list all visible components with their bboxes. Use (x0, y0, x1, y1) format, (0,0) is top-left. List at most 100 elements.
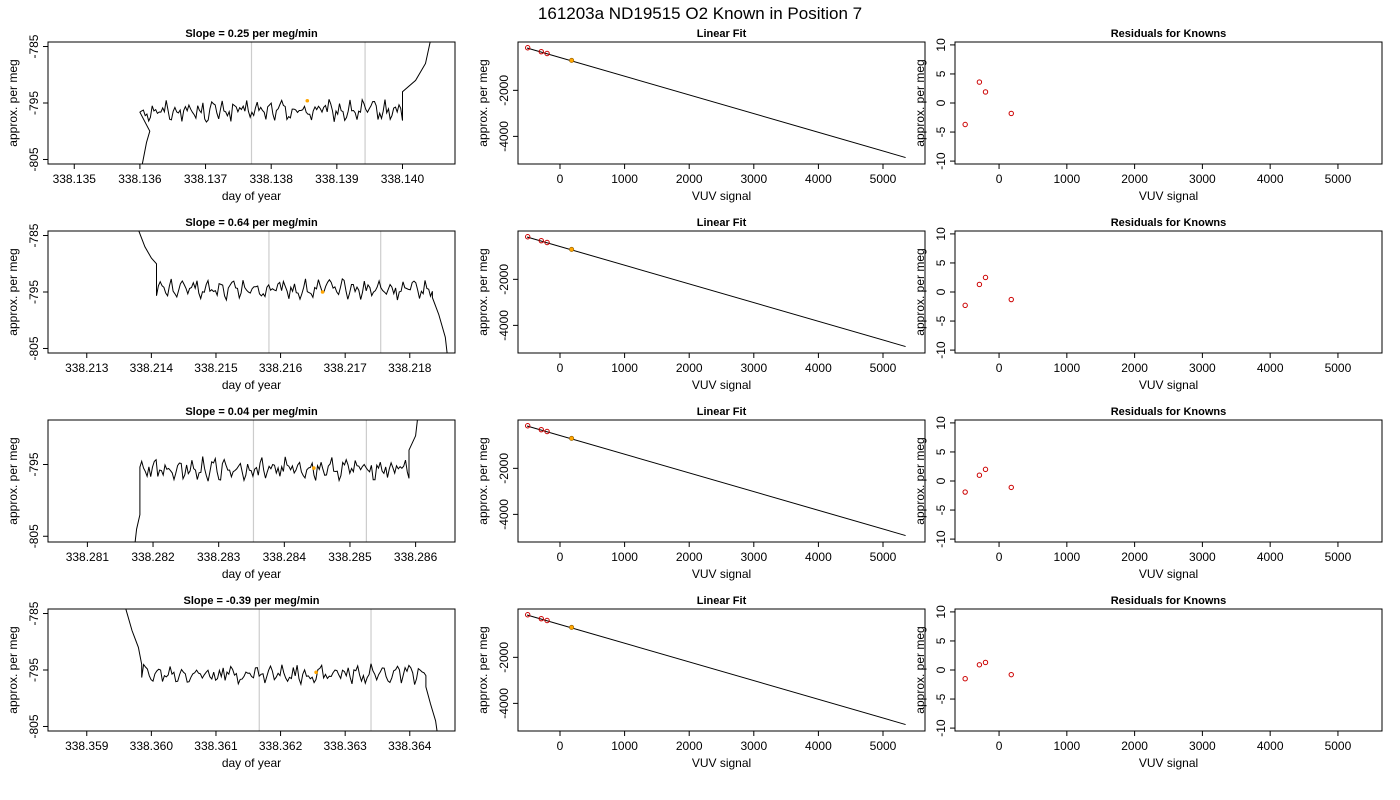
panel-4-2: Linear Fit VUV signal approx. per meg 0 1000… (476, 595, 926, 770)
x-tick-label: 0 (557, 361, 564, 375)
panel-3-3: Residuals for Knowns VUV signal approx. pe… (913, 406, 1383, 581)
y-tick-label: 0 (934, 666, 948, 673)
known-point (962, 302, 968, 309)
y-tick-label: 0 (934, 477, 948, 484)
plot-area (125, 609, 438, 731)
panel-4-3: Residuals for Knowns VUV signal approx. pe… (913, 595, 1383, 770)
x-tick-label: 0 (996, 739, 1003, 753)
y-tick-label: -795 (27, 658, 41, 682)
y-axis-label: approx. per meg (6, 59, 20, 146)
x-tick-label: 3000 (740, 361, 767, 375)
highlight-point (320, 290, 325, 294)
x-tick-label: 338.218 (388, 361, 432, 375)
highlight-point (569, 624, 575, 630)
x-tick-label: 338.213 (65, 361, 109, 375)
known-point (976, 79, 983, 85)
y-axis-label: approx. per meg (6, 437, 20, 524)
known-point (524, 234, 531, 240)
x-tick-label: 2000 (676, 550, 703, 564)
y-tick-label: 10 (934, 227, 948, 241)
x-tick-label: 5000 (1325, 361, 1352, 375)
plot-frame (954, 608, 1383, 732)
x-tick-label: 4000 (805, 739, 832, 753)
x-tick-label: 2000 (1121, 739, 1148, 753)
x-tick-label: 3000 (740, 550, 767, 564)
x-tick-label: 3000 (1189, 739, 1216, 753)
y-tick-label: -795 (27, 91, 41, 115)
known-point (982, 659, 989, 666)
panel-title: Slope = -0.39 per meg/min (183, 595, 319, 607)
x-tick-label: 338.360 (130, 739, 174, 753)
y-tick-label: -10 (934, 530, 948, 548)
y-axis-label: approx. per meg (6, 248, 20, 335)
x-axis-label: day of year (222, 189, 281, 203)
y-tick-label: -805 (27, 714, 41, 738)
x-axis-label: VUV signal (692, 756, 751, 770)
x-axis-label: day of year (222, 378, 281, 392)
x-tick-label: 338.284 (263, 550, 307, 564)
x-tick-label: 1000 (1053, 739, 1080, 753)
fit-line (526, 47, 906, 159)
known-point (962, 121, 968, 128)
panel-grid: Slope = 0.25 per meg/min day of year appro… (6, 28, 1383, 770)
known-point (976, 281, 983, 288)
y-tick-label: 5 (934, 70, 948, 77)
known-point (538, 48, 544, 55)
known-point (962, 676, 968, 682)
plot-area (134, 420, 418, 542)
plot-area (524, 234, 906, 348)
known-point (544, 428, 550, 435)
panel-title: Residuals for Knowns (1111, 217, 1227, 229)
trace-line (125, 609, 438, 731)
x-tick-label: 1000 (1053, 172, 1080, 186)
x-tick-label: 338.286 (394, 550, 438, 564)
x-tick-label: 338.217 (323, 361, 367, 375)
x-tick-label: 1000 (611, 550, 638, 564)
x-tick-label: 338.362 (259, 739, 303, 753)
x-tick-label: 4000 (805, 172, 832, 186)
fit-line (526, 236, 906, 348)
y-axis-label: approx. per meg (476, 626, 490, 713)
x-tick-label: 1000 (611, 739, 638, 753)
panel-title: Linear Fit (697, 28, 747, 40)
panel-title: Residuals for Knowns (1111, 406, 1227, 418)
y-tick-label: 10 (934, 38, 948, 52)
plot-frame (517, 419, 926, 543)
x-tick-label: 338.135 (53, 172, 97, 186)
x-tick-label: 338.214 (130, 361, 174, 375)
y-axis-label: approx. per meg (913, 248, 927, 335)
x-tick-label: 5000 (870, 550, 897, 564)
x-axis-label: VUV signal (692, 378, 751, 392)
y-tick-label: -4000 (497, 499, 511, 530)
y-tick-label: -795 (27, 452, 41, 476)
y-axis-label: approx. per meg (913, 626, 927, 713)
trace-line (134, 420, 418, 542)
plot-area (962, 79, 1014, 128)
panel-title: Slope = 0.04 per meg/min (185, 406, 318, 418)
x-axis-label: VUV signal (692, 567, 751, 581)
plot-area (138, 231, 448, 353)
x-tick-label: 338.364 (388, 739, 432, 753)
plot-area (139, 42, 431, 164)
x-tick-label: 4000 (805, 361, 832, 375)
plot-frame (954, 41, 1383, 165)
x-tick-label: 3000 (1189, 550, 1216, 564)
trace-line (138, 231, 448, 353)
plot-frame (954, 419, 1383, 543)
highlight-point (305, 98, 310, 103)
plot-frame (517, 230, 926, 354)
y-tick-label: 5 (934, 259, 948, 266)
y-axis-label: approx. per meg (476, 248, 490, 335)
plot-area (962, 274, 1014, 309)
plot-frame (47, 419, 456, 543)
known-point (544, 617, 550, 624)
x-tick-label: 5000 (870, 739, 897, 753)
x-axis-label: VUV signal (692, 189, 751, 203)
x-tick-label: 0 (996, 172, 1003, 186)
x-tick-label: 1000 (611, 361, 638, 375)
y-tick-label: 0 (934, 288, 948, 295)
y-tick-label: -4000 (497, 688, 511, 719)
x-axis-label: VUV signal (1139, 756, 1198, 770)
